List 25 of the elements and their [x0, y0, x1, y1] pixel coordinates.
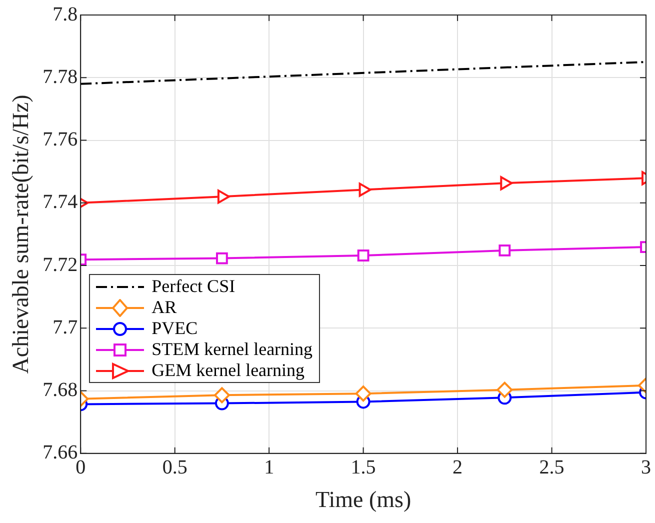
y-tick-label: 7.72 [42, 254, 78, 276]
y-tick-label: 7.78 [42, 66, 78, 88]
legend-label: Perfect CSI [152, 276, 236, 298]
y-tick-label: 7.68 [42, 379, 78, 402]
x-tick-label: 3 [641, 456, 651, 479]
x-tick-label: 1 [264, 456, 274, 479]
x-tick-label: 2 [452, 456, 463, 479]
legend-label: STEM kernel learning [152, 339, 313, 360]
y-tick-label: 7.8 [52, 3, 78, 26]
x-tick-label: 1.5 [350, 456, 376, 479]
legend-label: PVEC [152, 318, 198, 340]
x-tick-label: 0 [76, 456, 86, 479]
y-tick-label: 7.66 [42, 442, 78, 464]
legend-label: GEM kernel learning [152, 360, 305, 382]
y-axis-title: Achievable sum-rate(bit/s/Hz) [8, 94, 33, 374]
point [217, 190, 230, 204]
y-tick-label: 7.7 [52, 316, 78, 338]
x-tick-label: 0.5 [162, 456, 188, 479]
legend-label: AR [152, 297, 177, 318]
point [355, 386, 372, 402]
x-axis-title: Time (ms) [315, 487, 412, 512]
y-tick-label: 7.76 [42, 128, 78, 151]
y-tick-label: 7.74 [42, 191, 78, 214]
x-tick-label: 2.5 [539, 456, 564, 479]
point [357, 250, 370, 262]
